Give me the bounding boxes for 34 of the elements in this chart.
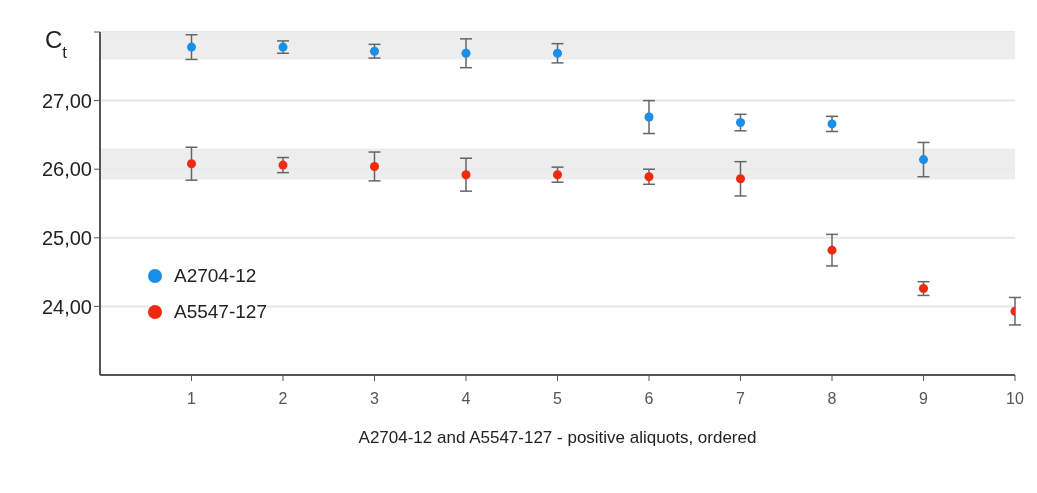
y-tick-label: 24,00: [41, 295, 92, 318]
point: [644, 112, 654, 122]
point: [827, 119, 837, 129]
point: [461, 170, 471, 180]
y-tick-label: 27,00: [41, 89, 92, 112]
point: [278, 160, 288, 170]
x-tick-label: 8: [827, 390, 837, 408]
point: [186, 42, 197, 52]
y-tick-label: 26,00: [41, 158, 92, 181]
legend-label: A2704-12: [174, 264, 257, 288]
x-tick-label: 2: [278, 390, 288, 408]
x-tick-label: 7: [736, 390, 746, 408]
point: [918, 155, 929, 165]
x-tick-label: 1: [187, 390, 197, 408]
point: [735, 118, 746, 128]
x-tick-label: 9: [919, 390, 929, 408]
x-tick-label: 4: [461, 390, 471, 408]
x-axis-title: A2704-12 and A5547-127 - positive aliquots, ordered: [358, 428, 757, 447]
legend-label: A5547-127: [174, 300, 267, 324]
point: [461, 48, 471, 58]
y-tick-label: 25,00: [41, 226, 92, 249]
point: [186, 159, 197, 169]
point: [552, 170, 563, 180]
point: [552, 48, 563, 58]
x-tick-label: 10: [1006, 390, 1024, 408]
x-tick-label: 6: [644, 390, 654, 408]
point: [735, 174, 746, 184]
x-tick-label: 5: [553, 390, 563, 408]
x-tick-label: 3: [370, 390, 380, 408]
point: [827, 245, 837, 255]
point: [369, 161, 380, 171]
point: [644, 172, 654, 182]
y-axis-title: C$_{t}$: [44, 26, 68, 62]
point: [918, 284, 929, 294]
